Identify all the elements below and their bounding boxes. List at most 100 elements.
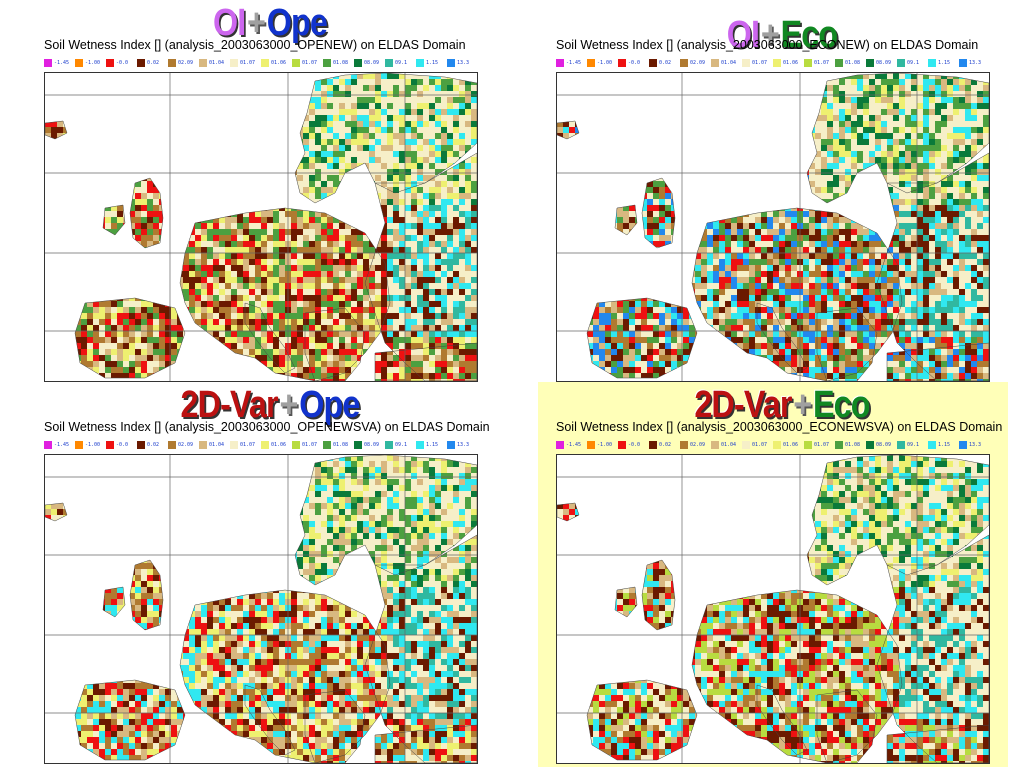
heading-model: Eco [812,384,871,426]
legend-label: 01.07 [240,60,256,66]
legend-label: 08.09 [876,60,892,66]
panel-heading: 2D-Var+Eco [583,386,981,424]
legend-label: -1.00 [85,60,101,66]
legend-swatch [292,441,300,449]
legend-swatch [44,59,52,67]
legend-label: 0.02 [147,442,160,448]
legend-item: 01.07 [742,440,773,450]
legend-swatch [385,59,393,67]
legend-swatch [618,441,626,449]
legend-item: -1.45 [556,440,587,450]
legend-swatch [928,59,936,67]
legend-item: -0.0 [618,58,649,68]
legend-item: 13.3 [959,58,990,68]
legend-swatch [199,441,207,449]
legend-item: 01.08 [323,58,354,68]
legend-label: 08.09 [364,442,380,448]
legend-item: 01.07 [292,58,323,68]
legend-item: -1.45 [44,58,75,68]
panel-oi-eco: OI+Eco Soil Wetness Index [] (analysis_2… [548,0,1016,385]
legend-label: -1.45 [566,442,582,448]
legend-label: 01.06 [271,60,287,66]
legend-item: 01.04 [199,58,230,68]
panel-title: Soil Wetness Index [] (analysis_20030630… [44,420,490,434]
legend-item: -0.0 [618,440,649,450]
legend-label: 01.06 [271,442,287,448]
legend-item: 01.06 [773,440,804,450]
legend-swatch [742,59,750,67]
legend-item: 02.09 [168,58,199,68]
legend-swatch [587,59,595,67]
legend-label: 01.07 [752,60,768,66]
legend-item: -1.00 [75,58,106,68]
legend: -1.45 -1.00 -0.0 0.02 02.09 01.04 01.07 01.06 01… [556,58,990,68]
legend-swatch [199,59,207,67]
legend-label: 13.3 [457,442,470,448]
legend-label: -0.0 [628,60,641,66]
soil-wetness-map [556,454,990,764]
panel-title: Soil Wetness Index [] (analysis_20030630… [556,420,1003,434]
legend-item: 08.09 [866,58,897,68]
legend-label: 01.07 [814,60,830,66]
legend-swatch [556,441,564,449]
legend-item: 13.3 [447,58,478,68]
panel-heading: OI+Eco [583,16,981,54]
legend-item: 08.09 [354,58,385,68]
legend-label: 01.08 [333,442,349,448]
legend-swatch [711,441,719,449]
legend-label: 01.06 [783,442,799,448]
soil-wetness-map [44,454,478,764]
legend-swatch [323,441,331,449]
legend-label: 08.09 [876,442,892,448]
legend-item: 01.07 [292,440,323,450]
legend-label: -1.00 [597,442,613,448]
legend-label: 1.15 [938,442,951,448]
legend-swatch [44,441,52,449]
legend-swatch [680,441,688,449]
legend-swatch [835,59,843,67]
heading-model: Eco [780,14,839,56]
legend-label: 01.07 [302,442,318,448]
legend-item: -0.0 [106,440,137,450]
legend-swatch [680,59,688,67]
legend-item: 0.02 [137,58,168,68]
legend-item: 01.07 [804,58,835,68]
legend-item: -1.45 [44,440,75,450]
legend-item: 1.15 [928,440,959,450]
legend-label: 0.02 [659,60,672,66]
legend-label: 02.09 [690,442,706,448]
legend-swatch [168,441,176,449]
legend-item: 01.07 [742,58,773,68]
panel-title: Soil Wetness Index [] (analysis_20030630… [556,38,979,52]
legend-label: 1.15 [426,60,439,66]
legend-item: 0.02 [137,440,168,450]
legend-label: 13.3 [969,60,982,66]
legend-label: 08.09 [364,60,380,66]
soil-wetness-map [556,72,990,382]
legend-swatch [804,59,812,67]
legend-label: -1.45 [54,442,70,448]
legend-item: 01.04 [711,440,742,450]
legend-swatch [75,441,83,449]
heading-method: OI [726,14,760,56]
legend-swatch [773,59,781,67]
legend-label: 01.04 [209,442,225,448]
legend-label: 01.07 [240,442,256,448]
legend-item: 13.3 [447,440,478,450]
legend-item: 02.09 [680,58,711,68]
soil-wetness-map [44,72,478,382]
legend-swatch [416,441,424,449]
heading-plus: + [247,2,266,44]
heading-plus: + [793,384,812,426]
legend-label: 13.3 [969,442,982,448]
legend-item: 08.09 [354,440,385,450]
legend-swatch [416,59,424,67]
legend-item: 09.1 [897,58,928,68]
legend: -1.45 -1.00 -0.0 0.02 02.09 01.04 01.07 01.06 01… [556,440,990,450]
legend-label: 02.09 [178,60,194,66]
panel-title: Soil Wetness Index [] (analysis_20030630… [44,38,466,52]
legend-swatch [137,59,145,67]
legend-item: 08.09 [866,440,897,450]
legend-item: 01.06 [261,440,292,450]
legend-item: 01.06 [261,58,292,68]
